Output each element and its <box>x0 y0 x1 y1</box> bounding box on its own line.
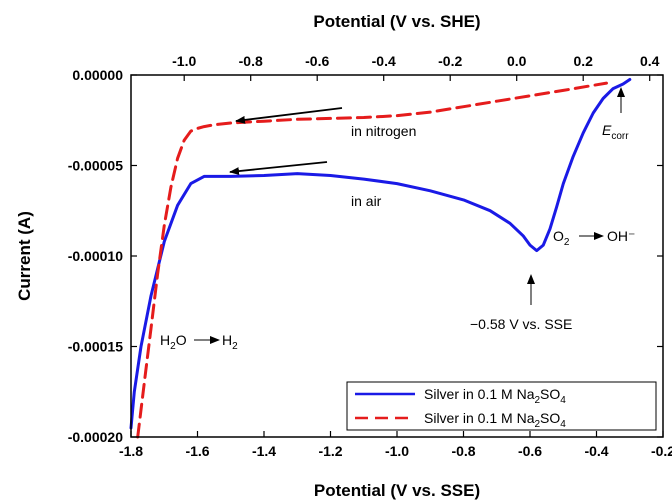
legend-box <box>346 381 657 431</box>
air-arrow <box>229 161 328 176</box>
y-tick-label: -0.00010 <box>68 248 123 264</box>
oh-label: OH⁻ <box>607 228 635 244</box>
top-tick-label: -0.8 <box>239 53 263 69</box>
ecorr-sub: corr <box>611 131 629 142</box>
x-tick-label: -1.6 <box>185 443 209 459</box>
legend-entry-blue: Silver in 0.1 M Na2SO4 <box>424 386 566 406</box>
y-tick-label: 0.00000 <box>72 67 123 83</box>
y-axis-ticks: 0.00000 -0.00005 -0.00010 -0.00015 -0.00020 <box>68 67 663 445</box>
x-tick-label: -0.2 <box>651 443 672 459</box>
in-nitrogen-label: in nitrogen <box>351 123 416 139</box>
legend: Silver in 0.1 M Na2SO4 Silver in 0.1 M N… <box>346 381 657 431</box>
top-tick-label: -1.0 <box>172 53 196 69</box>
h2o-label: H2O <box>160 332 187 352</box>
h2-pre: H <box>222 332 232 348</box>
top-tick-label: 0.4 <box>640 53 660 69</box>
nitrogen-arrow <box>235 107 343 124</box>
x-tick-label: -0.6 <box>518 443 542 459</box>
series-layer <box>129 78 632 439</box>
top-axis-title: Potential (V vs. SHE) <box>313 12 480 31</box>
peak-label: −0.58 V vs. SSE <box>470 316 572 332</box>
o2-label: O2 <box>553 228 570 248</box>
o2-main: O <box>553 228 564 244</box>
in-air-label: in air <box>351 193 382 209</box>
top-tick-label: -0.6 <box>305 53 329 69</box>
x-axis-ticks: -1.8 -1.6 -1.4 -1.2 -1.0 -0.8 -0.6 -0.4 -0.2 <box>119 431 672 459</box>
h2-sub: 2 <box>232 341 238 352</box>
h2-label: H2 <box>222 332 238 352</box>
x-tick-label: -1.8 <box>119 443 143 459</box>
series-line-red-dashed <box>136 81 608 439</box>
x-tick-label: -1.4 <box>252 443 276 459</box>
y-tick-label: -0.00015 <box>68 339 123 355</box>
legend-entry-red: Silver in 0.1 M Na2SO4 <box>424 410 566 430</box>
y-axis-title: Current (A) <box>15 211 34 301</box>
x-tick-label: -1.0 <box>385 443 409 459</box>
top-tick-label: 0.0 <box>507 53 527 69</box>
x-tick-label: -0.4 <box>584 443 608 459</box>
y-tick-label: -0.00020 <box>68 429 123 445</box>
x-tick-label: -0.8 <box>451 443 475 459</box>
h2o-sub: 2 <box>170 341 176 352</box>
top-axis-ticks: -1.0 -0.8 -0.6 -0.4 -0.2 0.0 0.2 0.4 <box>172 53 660 81</box>
ecorr-main: E <box>602 122 612 138</box>
top-tick-label: -0.4 <box>372 53 396 69</box>
x-tick-label: -1.2 <box>318 443 342 459</box>
x-axis-title: Potential (V vs. SSE) <box>314 481 480 500</box>
h2o-post: O <box>176 332 187 348</box>
ecorr-label: Ecorr <box>602 122 629 142</box>
h2o-pre: H <box>160 332 170 348</box>
o2-sub: 2 <box>564 237 570 248</box>
annotations: in nitrogen in air Ecorr O2 OH⁻ −0.58 V … <box>160 87 635 352</box>
top-tick-label: 0.2 <box>573 53 593 69</box>
top-tick-label: -0.2 <box>438 53 462 69</box>
y-tick-label: -0.00005 <box>68 158 123 174</box>
series-line-blue-solid <box>129 78 632 430</box>
